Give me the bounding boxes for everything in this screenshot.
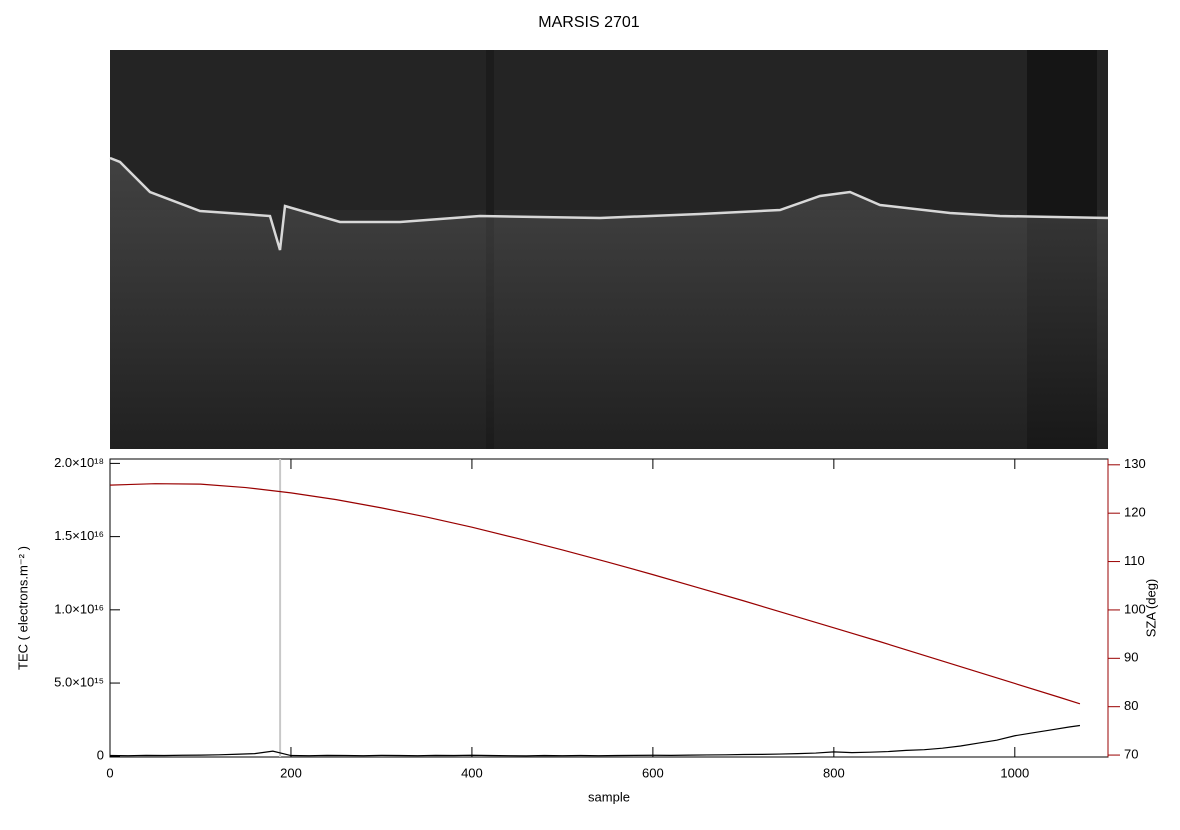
y2-tick-label: 130 xyxy=(1124,456,1146,471)
y-axis-label: TEC ( electrons.m⁻² ) xyxy=(15,546,30,670)
x-tick-label: 200 xyxy=(280,765,302,780)
x-tick-label: 400 xyxy=(461,765,483,780)
y2-tick-label: 70 xyxy=(1124,747,1138,762)
series-line xyxy=(109,483,1081,705)
y-tick-label: 1.0×10¹⁶ xyxy=(54,601,104,616)
x-tick-label: 800 xyxy=(823,765,845,780)
plot-frame xyxy=(109,458,1109,758)
y-tick-label: 1.5×10¹⁶ xyxy=(54,528,104,543)
y-tick-label: 5.0×10¹⁵ xyxy=(54,674,104,689)
y2-tick-label: 110 xyxy=(1124,553,1145,568)
x-axis-label: sample xyxy=(588,789,630,804)
y-tick-label: 2.0×10¹⁸ xyxy=(54,455,104,470)
radargram xyxy=(109,50,1109,449)
y2-tick-label: 80 xyxy=(1124,698,1138,713)
y2-tick-label: 120 xyxy=(1124,505,1146,520)
y2-tick-label: 100 xyxy=(1124,601,1146,616)
y-tick-label: 0 xyxy=(97,748,104,763)
series-line xyxy=(109,724,1081,757)
y2-tick-label: 90 xyxy=(1124,650,1138,665)
chart-title: MARSIS 2701 xyxy=(538,14,639,31)
x-tick-label: 1000 xyxy=(1000,765,1029,780)
y2-axis-label: SZA (deg) xyxy=(1143,579,1158,638)
x-tick-label: 0 xyxy=(106,765,113,780)
x-tick-label: 600 xyxy=(642,765,664,780)
